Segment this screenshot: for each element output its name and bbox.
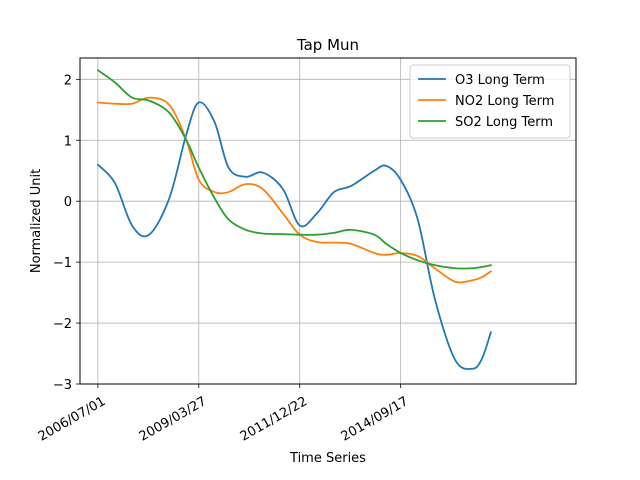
legend-box: [409, 64, 571, 139]
x-axis-label: Time Series: [289, 451, 366, 466]
y-tick-label: −2: [53, 317, 72, 332]
x-tick-label: 2009/03/27: [137, 394, 209, 444]
y-tick-label: 2: [64, 73, 72, 88]
x-tick-label: 2011/12/22: [238, 394, 310, 444]
y-tick-label: −1: [53, 256, 72, 271]
y-tick-label: 0: [64, 195, 72, 210]
y-axis-label: Normalized Unit: [29, 169, 44, 273]
x-tick-label: 2014/09/17: [339, 394, 411, 444]
legend: O3 Long Term NO2 Long Term SO2 Long Term: [409, 64, 571, 139]
series-line-so2-long-term: [96, 69, 492, 270]
chart-title: Tap Mun: [296, 36, 359, 54]
series-line-o3-long-term: [96, 101, 492, 370]
axis-ticks: 2006/07/01 2009/03/27 2011/12/22 2014/09/17…: [36, 73, 411, 444]
legend-label-no2-long-term: NO2 Long Term: [455, 94, 554, 109]
x-tick-label: 2006/07/01: [36, 394, 108, 444]
y-tick-label: 1: [64, 134, 72, 149]
plot-frame: [79, 57, 577, 385]
legend-label-so2-long-term: SO2 Long Term: [455, 115, 553, 130]
legend-label-o3-long-term: O3 Long Term: [455, 73, 545, 88]
y-tick-label: −3: [53, 378, 72, 393]
series-lines: [96, 69, 492, 370]
